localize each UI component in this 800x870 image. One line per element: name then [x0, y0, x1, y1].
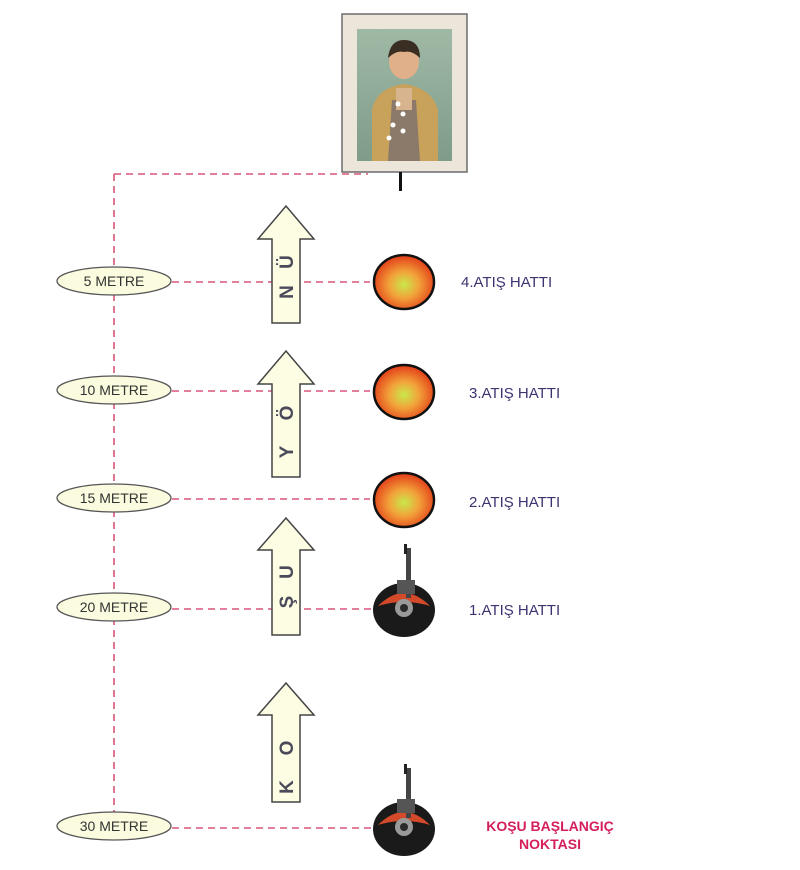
arrow-letter-o: O	[277, 741, 298, 756]
arrow-letter-u-umlaut: Ü	[277, 255, 298, 269]
shooting-line-4: 4.ATIŞ HATTI	[461, 274, 552, 291]
target-marker-3	[372, 363, 436, 421]
distance-label-20: 20 METRE	[56, 592, 172, 622]
direction-arrow-top: N Ü	[256, 204, 316, 324]
start-point-line-a: KOŞU BAŞLANGIÇ	[486, 818, 614, 834]
distance-text-30: 30 METRE	[80, 818, 148, 834]
direction-arrow-bottom: K O	[256, 681, 316, 803]
arrow-letter-o-umlaut: Ö	[277, 406, 298, 421]
distance-text-20: 20 METRE	[80, 599, 148, 615]
arrow-letter-y: Y	[277, 445, 298, 458]
arrow-letter-u: U	[277, 565, 298, 579]
arrow-letter-n: N	[277, 285, 298, 299]
distance-label-15: 15 METRE	[56, 483, 172, 513]
target-marker-4	[372, 253, 436, 311]
shooter-icon-30	[373, 764, 435, 856]
target-photo-board	[341, 13, 468, 191]
start-point-line-b: NOKTASI	[519, 836, 581, 852]
direction-arrow-lower: Ş U	[256, 516, 316, 636]
shooting-line-2: 2.ATIŞ HATTI	[469, 494, 560, 511]
shooting-line-1: 1.ATIŞ HATTI	[469, 602, 560, 619]
shooter-icon-20	[373, 544, 435, 637]
target-marker-2	[372, 471, 436, 529]
distance-text-10: 10 METRE	[80, 382, 148, 398]
distance-label-10: 10 METRE	[56, 375, 172, 405]
distance-label-5: 5 METRE	[56, 266, 172, 296]
distance-text-15: 15 METRE	[80, 490, 148, 506]
distance-label-30: 30 METRE	[56, 811, 172, 841]
distance-text-5: 5 METRE	[84, 273, 145, 289]
arrow-letter-k: K	[277, 780, 298, 794]
shooting-line-3: 3.ATIŞ HATTI	[469, 385, 560, 402]
direction-arrow-middle: Y Ö	[256, 349, 316, 478]
arrow-letter-s-cedilla: Ş	[277, 596, 298, 609]
